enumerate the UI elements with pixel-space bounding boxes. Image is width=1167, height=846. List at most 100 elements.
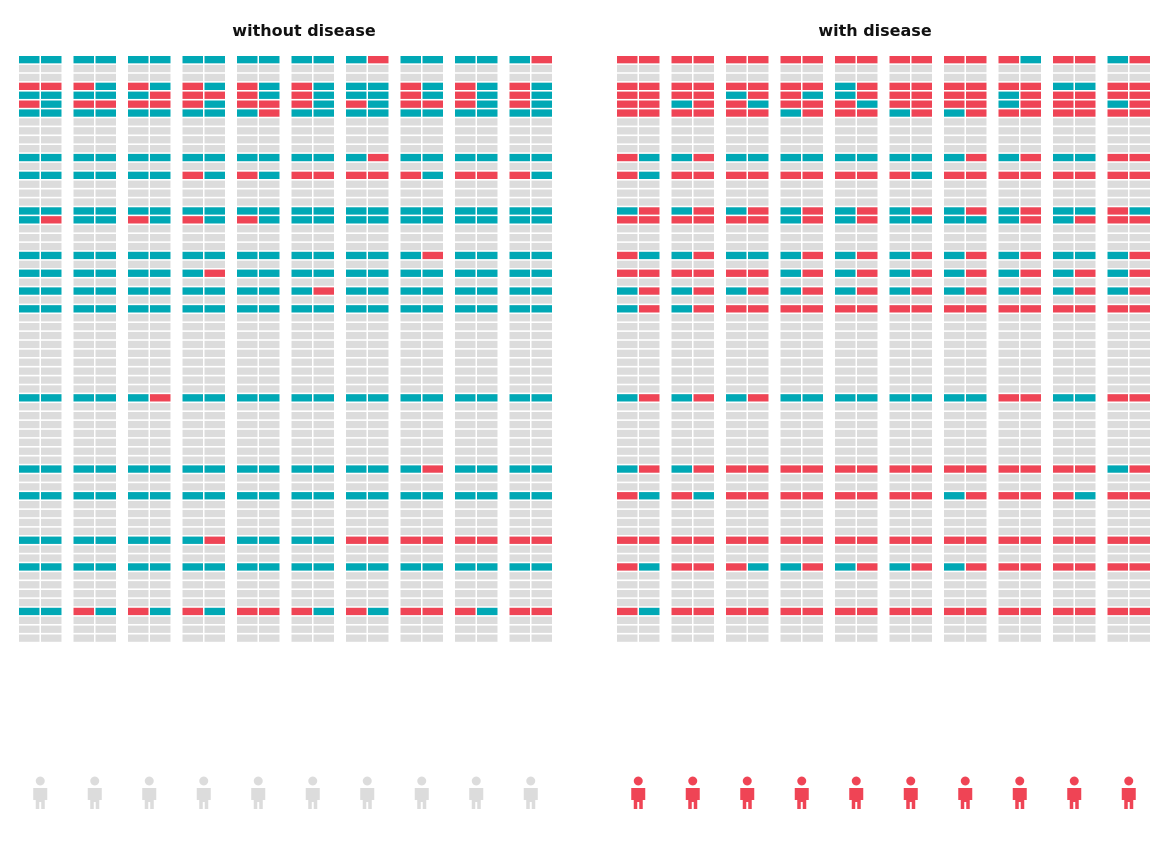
allele-cell-neutral: [400, 412, 421, 420]
allele-cell-neutral: [368, 358, 389, 366]
allele-cell-neutral: [237, 323, 258, 331]
allele-cell-neutral: [693, 412, 714, 420]
allele-cell-neutral: [889, 474, 910, 482]
allele-cell-neutral: [259, 447, 280, 455]
allele-cell-neutral: [346, 403, 367, 411]
allele-cell-teal: [182, 153, 203, 162]
allele-cell-neutral: [531, 412, 552, 420]
allele-cell-neutral: [835, 420, 856, 429]
allele-cell-teal: [204, 109, 225, 117]
allele-cell-teal: [237, 563, 258, 571]
allele-cell-neutral: [237, 616, 258, 624]
allele-cell-teal: [455, 56, 476, 64]
allele-cell-neutral: [19, 438, 40, 446]
allele-cell-neutral: [693, 474, 714, 482]
allele-cell-neutral: [422, 234, 443, 242]
allele-cell-teal: [259, 153, 280, 162]
allele-cell-neutral: [998, 509, 1019, 518]
allele-cell-neutral: [346, 545, 367, 553]
allele-cell-neutral: [966, 64, 987, 73]
allele-cell-neutral: [150, 376, 171, 384]
allele-cell-neutral: [259, 162, 280, 171]
allele-cell-neutral: [693, 403, 714, 411]
allele-cell-neutral: [780, 162, 801, 171]
allele-cell-neutral: [73, 180, 94, 188]
allele-cell-teal: [150, 465, 171, 473]
allele-cell-neutral: [726, 340, 747, 349]
allele-cell-neutral: [748, 616, 769, 624]
allele-cell-neutral: [639, 136, 660, 144]
allele-cell-neutral: [1107, 385, 1128, 393]
allele-cell-neutral: [150, 385, 171, 393]
allele-cell-neutral: [128, 572, 149, 580]
allele-cell-neutral: [291, 136, 312, 144]
allele-cell-neutral: [966, 420, 987, 429]
allele-cell-red: [639, 269, 660, 277]
allele-cell-neutral: [182, 501, 203, 509]
allele-cell-neutral: [477, 225, 498, 233]
allele-cell-neutral: [1107, 545, 1128, 553]
allele-cell-teal: [780, 287, 801, 295]
allele-cell-neutral: [346, 616, 367, 624]
allele-cell-neutral: [748, 527, 769, 535]
allele-cell-teal: [313, 82, 334, 90]
allele-cell-red: [780, 56, 801, 64]
allele-cell-neutral: [1020, 340, 1041, 349]
allele-cell-neutral: [95, 527, 116, 535]
allele-cell-teal: [998, 207, 1019, 215]
allele-cell-neutral: [966, 474, 987, 482]
allele-cell-neutral: [531, 349, 552, 357]
allele-cell-red: [400, 171, 421, 179]
allele-cell-neutral: [693, 616, 714, 624]
allele-cell-neutral: [780, 385, 801, 393]
allele-cell-neutral: [182, 225, 203, 233]
allele-cell-neutral: [835, 616, 856, 624]
allele-cell-neutral: [617, 376, 638, 384]
allele-cell-neutral: [204, 340, 225, 349]
allele-cell-neutral: [259, 340, 280, 349]
allele-cell-red: [726, 100, 747, 108]
allele-cell-neutral: [639, 314, 660, 322]
allele-cell-neutral: [857, 180, 878, 188]
allele-cell-teal: [400, 251, 421, 260]
allele-cell-teal: [73, 251, 94, 260]
allele-cell-teal: [780, 563, 801, 571]
allele-cell-neutral: [259, 634, 280, 642]
allele-cell-neutral: [857, 616, 878, 624]
allele-cell-teal: [41, 465, 62, 473]
allele-cell-teal: [182, 492, 203, 500]
allele-cell-neutral: [400, 598, 421, 607]
allele-cell-neutral: [1129, 554, 1150, 562]
person-icon-gray: [33, 776, 48, 809]
allele-cell-neutral: [150, 545, 171, 553]
allele-cell-teal: [748, 153, 769, 162]
allele-cell-neutral: [455, 180, 476, 188]
allele-cell-neutral: [966, 260, 987, 268]
allele-cell-neutral: [128, 456, 149, 464]
allele-cell-neutral: [41, 501, 62, 509]
allele-cell-neutral: [617, 527, 638, 535]
allele-cell-neutral: [1129, 545, 1150, 553]
allele-cell-neutral: [671, 180, 692, 188]
allele-cell-red: [617, 607, 638, 616]
allele-cell-neutral: [41, 180, 62, 188]
allele-cell-neutral: [150, 509, 171, 518]
allele-cell-neutral: [1020, 420, 1041, 429]
allele-cell-red: [1107, 216, 1128, 224]
allele-cell-neutral: [1075, 136, 1096, 144]
allele-cell-neutral: [455, 358, 476, 366]
allele-cell-neutral: [531, 367, 552, 375]
allele-cell-red: [835, 100, 856, 108]
allele-cell-neutral: [73, 527, 94, 535]
allele-cell-neutral: [726, 385, 747, 393]
allele-cell-red: [639, 287, 660, 295]
allele-cell-neutral: [998, 447, 1019, 455]
allele-cell-neutral: [291, 73, 312, 82]
allele-cell-neutral: [1107, 189, 1128, 197]
allele-cell-neutral: [617, 296, 638, 304]
allele-cell-neutral: [182, 572, 203, 580]
allele-cell-neutral: [802, 64, 823, 73]
allele-cell-neutral: [802, 447, 823, 455]
allele-cell-neutral: [1020, 278, 1041, 286]
allele-cell-neutral: [639, 278, 660, 286]
